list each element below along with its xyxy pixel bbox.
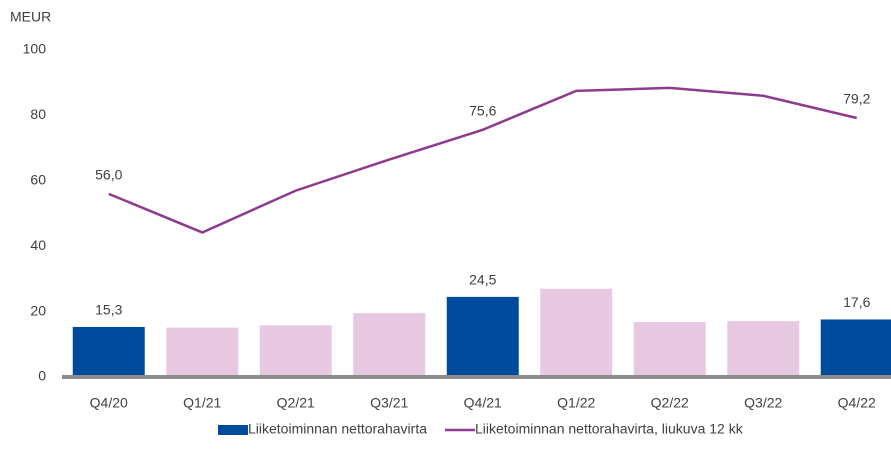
bar [446, 296, 519, 377]
y-tick-label: 80 [30, 106, 46, 122]
bar [259, 325, 332, 377]
bar [633, 322, 706, 377]
bar-value-label: 24,5 [469, 272, 496, 288]
y-tick-label: 100 [23, 41, 47, 57]
x-tick-label: Q2/22 [651, 395, 689, 411]
y-tick-label: 20 [30, 302, 46, 318]
x-tick-label: Q3/21 [370, 395, 408, 411]
line-value-label: 56,0 [95, 167, 122, 183]
x-tick-label: Q1/21 [183, 395, 221, 411]
bar [72, 326, 145, 377]
bar [353, 313, 426, 377]
y-unit: MEUR [10, 9, 51, 25]
x-tick-label: Q4/21 [464, 395, 502, 411]
y-tick-label: 60 [30, 172, 46, 188]
bar-value-label: 17,6 [843, 294, 870, 310]
y-tick-label: 40 [30, 237, 46, 253]
legend-swatch [218, 425, 248, 435]
x-tick-label: Q4/22 [838, 395, 876, 411]
line-value-label: 75,6 [469, 102, 496, 118]
bar [540, 288, 613, 377]
bar-value-label: 15,3 [95, 302, 122, 318]
bar [166, 327, 239, 377]
line-value-label: 79,2 [843, 91, 870, 107]
y-tick-label: 0 [38, 368, 46, 384]
legend-label: Liiketoiminnan nettorahavirta [248, 421, 427, 437]
legend-label: Liiketoiminnan nettorahavirta, liukuva 1… [475, 421, 744, 437]
bar [820, 319, 891, 377]
x-tick-label: Q3/22 [744, 395, 782, 411]
x-tick-label: Q1/22 [557, 395, 595, 411]
x-tick-label: Q2/21 [277, 395, 315, 411]
bar [727, 321, 800, 377]
line [108, 86, 858, 234]
x-tick-label: Q4/20 [90, 395, 128, 411]
